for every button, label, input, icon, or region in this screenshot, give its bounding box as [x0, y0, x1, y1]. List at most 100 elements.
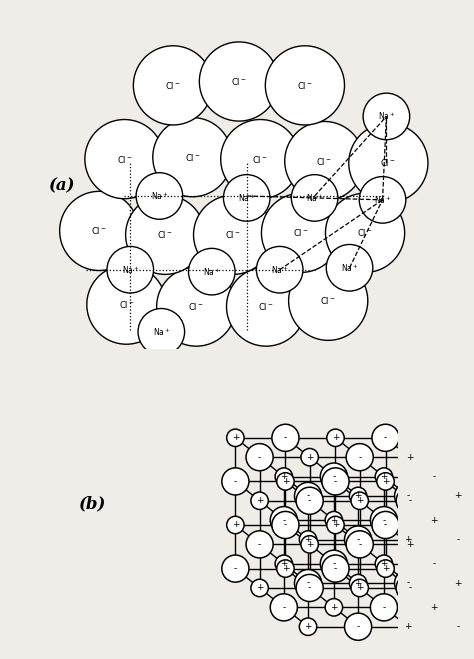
Text: +: +: [332, 521, 339, 529]
Circle shape: [251, 492, 268, 509]
Text: +: +: [282, 564, 289, 573]
Circle shape: [193, 195, 273, 274]
Circle shape: [327, 516, 344, 534]
Text: Cl$^-$: Cl$^-$: [188, 301, 204, 312]
Text: +: +: [280, 559, 288, 568]
Text: +: +: [356, 496, 364, 505]
Text: Cl$^-$: Cl$^-$: [381, 158, 396, 169]
Circle shape: [327, 429, 344, 447]
Circle shape: [275, 468, 292, 485]
Circle shape: [425, 598, 443, 616]
Circle shape: [227, 267, 306, 346]
Circle shape: [370, 507, 398, 534]
Text: Cl$^-$: Cl$^-$: [118, 299, 134, 310]
Circle shape: [136, 173, 182, 219]
Circle shape: [272, 424, 299, 451]
Text: +: +: [355, 492, 362, 500]
Text: Cl$^-$: Cl$^-$: [165, 80, 181, 91]
Text: Cl$^-$: Cl$^-$: [297, 80, 313, 91]
Circle shape: [256, 246, 303, 293]
Text: Na$^+$: Na$^+$: [238, 192, 255, 204]
Circle shape: [346, 530, 373, 558]
Text: +: +: [380, 472, 388, 481]
Circle shape: [359, 177, 406, 223]
Text: +: +: [382, 477, 389, 486]
Text: (a): (a): [49, 178, 75, 195]
Circle shape: [345, 613, 372, 641]
Circle shape: [285, 121, 364, 200]
Text: -: -: [384, 521, 387, 529]
Circle shape: [346, 444, 373, 471]
Circle shape: [153, 117, 232, 197]
Circle shape: [157, 267, 236, 346]
Text: +: +: [330, 515, 337, 525]
Text: -: -: [356, 535, 360, 544]
Text: +: +: [380, 559, 388, 568]
Text: -: -: [408, 496, 411, 505]
Text: +: +: [304, 535, 312, 544]
Text: -: -: [358, 453, 361, 462]
Text: Cl$^-$: Cl$^-$: [184, 152, 200, 163]
Circle shape: [394, 482, 422, 509]
Circle shape: [325, 511, 343, 529]
Circle shape: [265, 45, 345, 125]
Circle shape: [363, 93, 410, 140]
Text: +: +: [455, 579, 462, 588]
Text: +: +: [232, 521, 239, 529]
Circle shape: [301, 536, 319, 553]
Text: +: +: [280, 472, 288, 481]
Text: +: +: [430, 515, 438, 525]
Text: (b): (b): [79, 496, 106, 513]
Circle shape: [289, 261, 368, 340]
Circle shape: [396, 575, 423, 602]
Circle shape: [322, 555, 349, 582]
Text: +: +: [256, 496, 264, 505]
Circle shape: [299, 618, 317, 635]
Circle shape: [396, 487, 423, 514]
Circle shape: [320, 550, 347, 577]
Text: Cl$^-$: Cl$^-$: [258, 301, 274, 312]
Text: -: -: [334, 564, 337, 573]
Text: -: -: [383, 515, 385, 525]
Circle shape: [325, 598, 343, 616]
Text: Na$^+$: Na$^+$: [203, 266, 220, 277]
Text: -: -: [306, 579, 310, 588]
Text: +: +: [404, 535, 412, 544]
Text: -: -: [308, 496, 311, 505]
Circle shape: [246, 444, 273, 471]
Circle shape: [349, 487, 367, 505]
Text: -: -: [456, 622, 460, 631]
Circle shape: [375, 555, 392, 573]
Text: Cl$^-$: Cl$^-$: [117, 154, 132, 165]
Text: -: -: [258, 540, 261, 549]
Circle shape: [349, 575, 367, 592]
Text: Na$^+$: Na$^+$: [121, 264, 139, 275]
Text: Cl$^-$: Cl$^-$: [157, 229, 173, 241]
Text: +: +: [455, 492, 462, 500]
Circle shape: [277, 560, 294, 577]
Text: -: -: [407, 492, 410, 500]
Circle shape: [400, 618, 417, 635]
Text: Cl$^-$: Cl$^-$: [253, 154, 268, 165]
Circle shape: [222, 468, 249, 495]
Text: -: -: [308, 583, 311, 592]
Text: Cl$^-$: Cl$^-$: [317, 156, 332, 167]
Text: -: -: [332, 559, 336, 568]
Circle shape: [320, 463, 347, 490]
Circle shape: [326, 193, 405, 272]
Text: -: -: [282, 603, 285, 612]
Text: +: +: [332, 434, 339, 442]
Circle shape: [375, 468, 392, 485]
Text: -: -: [384, 434, 387, 442]
Circle shape: [296, 575, 323, 602]
Circle shape: [326, 244, 373, 291]
Text: -: -: [332, 472, 336, 481]
Text: -: -: [407, 579, 410, 588]
Circle shape: [294, 482, 321, 509]
Text: +: +: [330, 603, 337, 612]
Text: -: -: [284, 521, 287, 529]
Circle shape: [270, 507, 297, 534]
Circle shape: [294, 569, 321, 596]
Circle shape: [138, 308, 184, 355]
Circle shape: [296, 487, 323, 514]
